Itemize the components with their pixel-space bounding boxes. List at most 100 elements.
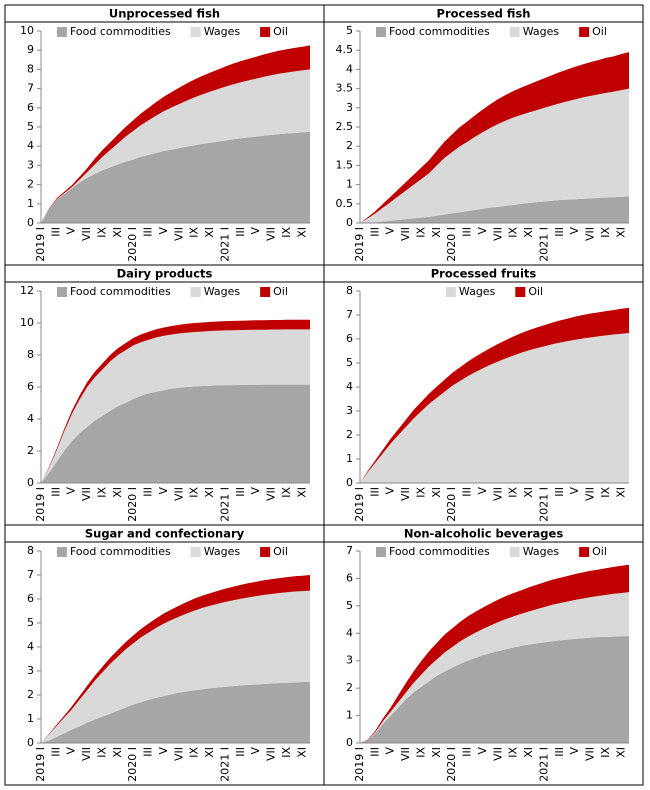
x-tick-label: IX <box>599 747 612 758</box>
x-tick-label: III <box>234 487 247 497</box>
x-tick-label: 2021 I <box>218 487 231 522</box>
y-tick-label: 5 <box>346 356 353 369</box>
y-tick-label: 7 <box>27 568 34 581</box>
legend-label: Food commodities <box>389 25 490 38</box>
legend-swatch <box>579 547 590 557</box>
x-tick-label: VII <box>265 487 278 501</box>
x-tick-label: 2019 I <box>353 227 366 262</box>
x-tick-label: III <box>368 487 381 497</box>
x-tick-label: VII <box>80 487 93 501</box>
legend-swatch <box>190 547 201 557</box>
x-tick-label: IX <box>414 747 427 758</box>
x-tick-label: III <box>142 487 155 497</box>
legend-label: Wages <box>523 545 560 558</box>
y-tick-label: 2 <box>27 688 34 701</box>
x-tick-label: XI <box>111 747 124 758</box>
legend: Food commodities Wages Oil <box>376 25 607 38</box>
x-tick-label: 2020 I <box>445 747 458 782</box>
area <box>41 131 310 223</box>
x-tick-label: IX <box>188 227 201 238</box>
x-tick-label: III <box>142 227 155 237</box>
area <box>360 636 629 743</box>
y-tick-label: 3 <box>346 404 353 417</box>
y-tick-label: 3.5 <box>336 82 354 95</box>
x-tick-label: V <box>157 487 170 495</box>
x-tick-label: III <box>234 227 247 237</box>
legend: Food commodities Wages Oil <box>57 285 288 298</box>
legend: Food commodities Wages Oil <box>57 545 288 558</box>
y-tick-label: 7 <box>346 544 353 557</box>
x-tick-label: VII <box>399 227 412 241</box>
y-tick-label: 0 <box>27 216 34 229</box>
y-tick-label: 6 <box>346 332 353 345</box>
x-tick-label: V <box>384 227 397 235</box>
x-tick-label: XI <box>111 487 124 498</box>
x-tick-label: 2019 I <box>353 747 366 782</box>
y-tick-label: 4 <box>346 626 353 639</box>
x-tick-label: VII <box>80 227 93 241</box>
area <box>41 69 310 224</box>
x-tick-label: 2021 I <box>218 747 231 782</box>
chart-title: Dairy products <box>117 267 213 281</box>
x-tick-label: IX <box>599 487 612 498</box>
y-tick-label: 2.5 <box>336 120 354 133</box>
legend-swatch <box>57 27 67 37</box>
x-tick-label: VII <box>399 747 412 761</box>
x-tick-label: XI <box>522 487 535 498</box>
legend-swatch <box>509 27 520 37</box>
y-tick-label: 3 <box>27 158 34 171</box>
x-tick-label: IX <box>280 487 293 498</box>
x-tick-label: XI <box>430 487 443 498</box>
legend-swatch <box>376 27 386 37</box>
x-tick-label: XI <box>522 747 535 758</box>
x-tick-label: IX <box>507 487 520 498</box>
x-tick-label: V <box>249 487 262 495</box>
x-tick-label: 2021 I <box>218 227 231 262</box>
x-tick-label: 2020 I <box>126 227 139 262</box>
x-tick-label: III <box>461 747 474 757</box>
x-tick-label: 2020 I <box>126 747 139 782</box>
y-tick-label: 4 <box>27 412 34 425</box>
area <box>360 564 629 743</box>
x-tick-label: IX <box>188 487 201 498</box>
x-tick-label: 2019 I <box>34 747 47 782</box>
x-tick-label: III <box>49 747 62 757</box>
x-tick-label: III <box>461 487 474 497</box>
legend-swatch <box>57 287 67 297</box>
area <box>41 681 310 743</box>
legend-swatch <box>579 27 590 37</box>
y-tick-label: 12 <box>20 284 34 297</box>
y-tick-label: 4 <box>27 640 34 653</box>
x-tick-label: XI <box>430 227 443 238</box>
x-tick-label: IX <box>95 747 108 758</box>
x-tick-label: VII <box>265 227 278 241</box>
legend-label: Oil <box>273 285 288 298</box>
x-tick-label: IX <box>280 227 293 238</box>
legend-swatch <box>515 287 526 297</box>
legend-swatch <box>445 287 456 297</box>
x-tick-label: VII <box>80 747 93 761</box>
x-tick-label: 2020 I <box>126 487 139 522</box>
x-tick-label: V <box>568 747 581 755</box>
legend: Food commodities Wages Oil <box>57 25 288 38</box>
x-tick-label: III <box>553 487 566 497</box>
legend-label: Wages <box>204 25 241 38</box>
x-tick-label: VII <box>491 747 504 761</box>
x-tick-label: VII <box>172 487 185 501</box>
x-tick-label: XI <box>203 747 216 758</box>
y-tick-label: 5 <box>346 599 353 612</box>
y-tick-label: 10 <box>20 24 34 37</box>
y-tick-label: 8 <box>27 544 34 557</box>
y-tick-label: 8 <box>27 348 34 361</box>
legend-label: Oil <box>592 545 607 558</box>
x-tick-label: IX <box>599 227 612 238</box>
legend: Wages Oil <box>445 285 543 298</box>
x-tick-label: VII <box>172 747 185 761</box>
y-tick-label: 4.5 <box>336 43 354 56</box>
x-tick-label: III <box>368 747 381 757</box>
x-tick-label: IX <box>95 487 108 498</box>
panel-border <box>323 524 644 786</box>
legend-swatch <box>57 547 67 557</box>
y-tick-label: 1 <box>346 452 353 465</box>
